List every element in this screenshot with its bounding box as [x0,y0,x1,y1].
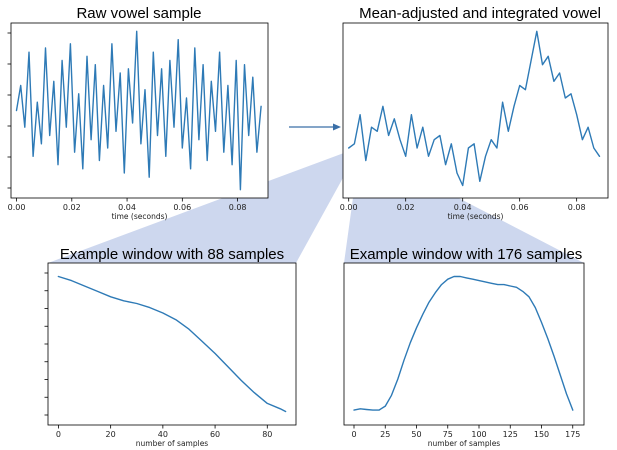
x-tick-label: 75 [443,430,453,439]
chart-title: Mean-adjusted and integrated vowel [359,5,601,22]
x-tick-label: 60 [210,430,220,439]
x-tick-label: 0.04 [118,203,136,212]
x-tick-label: 100 [471,430,486,439]
x-tick-label: 0.04 [454,203,472,212]
zoom-fan-left [48,147,360,263]
x-tick-label: 0 [351,430,356,439]
x-tick-label: 0.06 [173,203,191,212]
x-axis-label: time (seconds) [112,212,168,221]
x-tick-label: 0.02 [63,203,81,212]
plot-frame [342,22,609,199]
series-line [57,275,287,413]
x-tick-label: 80 [262,430,272,439]
x-tick-label: 125 [503,430,518,439]
series-line [353,275,574,411]
x-tick-label: 0.06 [511,203,529,212]
x-tick-label: 40 [158,430,168,439]
chart-raw: Raw vowel sample 0.00 0.02 0.04 0.06 0.08 time… [7,5,269,221]
chart-window176: Example window with 176 samples 0 25 50 75 10… [343,246,585,448]
chart-title: Example window with 176 samples [350,246,583,263]
x-tick-label: 0.00 [8,203,26,212]
x-tick-label: 0.08 [229,203,247,212]
x-tick-label: 0.08 [568,203,586,212]
x-tick-label: 150 [534,430,549,439]
x-tick-label: 175 [565,430,580,439]
x-tick-label: 50 [411,430,421,439]
x-tick-label: 0.00 [340,203,358,212]
chart-integrated: Mean-adjusted and integrated vowel 0.00 0.… [340,5,609,221]
x-axis-label: number of samples [136,439,209,448]
x-tick-label: 0 [56,430,61,439]
plot-frame [47,262,297,426]
chart-title: Example window with 88 samples [60,246,284,263]
x-tick-label: 0.02 [397,203,415,212]
x-tick-label: 20 [106,430,116,439]
series-line [15,30,262,191]
series-line [348,30,601,187]
arrow-head [333,123,341,131]
x-axis-label: time (seconds) [448,212,504,221]
chart-window88: Example window with 88 samples 0 20 40 60 80 n… [44,246,297,448]
chart-title: Raw vowel sample [76,5,201,22]
chart-panels: Raw vowel sample 0.00 0.02 0.04 0.06 0.08 time… [7,5,609,448]
plot-frame [343,262,585,426]
x-tick-label: 25 [380,430,390,439]
x-axis-label: number of samples [428,439,501,448]
